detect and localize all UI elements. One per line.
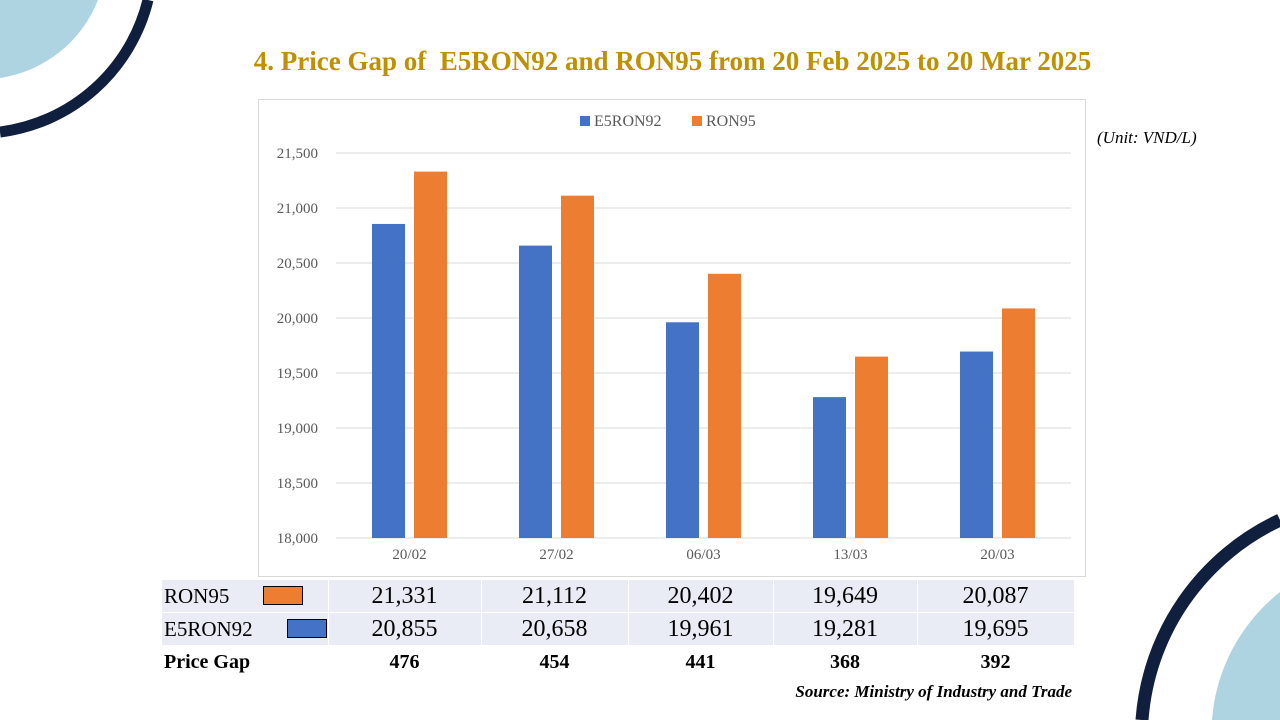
corner-arc-top-left — [0, 0, 154, 138]
x-tick-label: 20/03 — [980, 547, 1014, 563]
y-tick-label: 19,000 — [277, 421, 318, 437]
x-tick-label: 06/03 — [686, 547, 720, 563]
table-cell: 20,658 — [481, 612, 629, 646]
bar-e5ron92-20-03 — [960, 351, 993, 538]
data-table: RON95 21,331 21,112 20,402 19,649 20,087… — [162, 580, 1075, 678]
table-cell: 19,695 — [917, 612, 1075, 646]
y-tick-label: 21,000 — [277, 201, 318, 217]
corner-circle-bottom-right — [1212, 592, 1280, 720]
table-cell: 19,649 — [773, 580, 918, 613]
table-cell: 392 — [917, 645, 1075, 678]
table-cell: 21,112 — [481, 580, 629, 613]
y-tick-label: 21,500 — [277, 146, 318, 162]
y-tick-label: 19,500 — [277, 366, 318, 382]
y-tick-label: 20,000 — [277, 311, 318, 327]
legend-swatch-e5ron92 — [580, 116, 590, 126]
table-cell: 20,402 — [628, 580, 774, 613]
row-label: Price Gap — [162, 645, 329, 678]
ron95-swatch — [263, 586, 304, 606]
bar-ron95-20-03 — [1002, 308, 1035, 538]
bar-ron95-13-03 — [855, 356, 888, 538]
bar-ron95-27-02 — [561, 195, 594, 538]
row-label: E5RON92 — [162, 612, 329, 646]
bar-ron95-06-03 — [708, 273, 741, 538]
x-tick-label: 20/02 — [392, 547, 426, 563]
x-tick-label: 13/03 — [833, 547, 867, 563]
table-cell: 441 — [628, 645, 774, 678]
y-tick-label: 18,500 — [277, 476, 318, 492]
x-tick-label: 27/02 — [539, 547, 573, 563]
corner-circle-top-left — [0, 0, 98, 78]
table-row-e5ron92: E5RON92 20,855 20,658 19,961 19,281 19,6… — [162, 612, 1075, 646]
bar-ron95-20-02 — [414, 171, 447, 538]
source-note: Source: Ministry of Industry and Trade — [795, 682, 1072, 701]
table-cell: 21,331 — [328, 580, 482, 613]
bar-e5ron92-20-02 — [372, 223, 405, 538]
table-cell: 368 — [773, 645, 918, 678]
y-tick-label: 18,000 — [277, 531, 318, 547]
table-row-price-gap: Price Gap 476 454 441 368 392 — [162, 645, 1075, 678]
table-cell: 19,961 — [628, 612, 774, 646]
bar-e5ron92-13-03 — [813, 397, 846, 538]
table-row-ron95: RON95 21,331 21,112 20,402 19,649 20,087 — [162, 580, 1075, 613]
corner-arc-bottom-right — [1135, 514, 1280, 720]
table-cell: 20,855 — [328, 612, 482, 646]
row-label: RON95 — [162, 580, 329, 613]
legend-label-e5ron92: E5RON92 — [594, 113, 662, 130]
y-tick-label: 20,500 — [277, 256, 318, 272]
page-title: 4. Price Gap of E5RON92 and RON95 from 2… — [253, 46, 1092, 76]
table-cell: 19,281 — [773, 612, 918, 646]
table-cell: 20,087 — [917, 580, 1075, 613]
bar-e5ron92-27-02 — [519, 245, 552, 538]
bar-chart: 18,000 18,500 19,000 19,500 20,000 20,500 21,0… — [277, 113, 1071, 563]
legend-label-ron95: RON95 — [706, 113, 756, 130]
bar-e5ron92-06-03 — [666, 322, 699, 538]
e5ron92-swatch — [286, 619, 327, 639]
table-cell: 476 — [328, 645, 482, 678]
unit-note: (Unit: VND/L) — [1097, 128, 1197, 147]
legend-swatch-ron95 — [692, 116, 702, 126]
table-cell: 454 — [481, 645, 629, 678]
